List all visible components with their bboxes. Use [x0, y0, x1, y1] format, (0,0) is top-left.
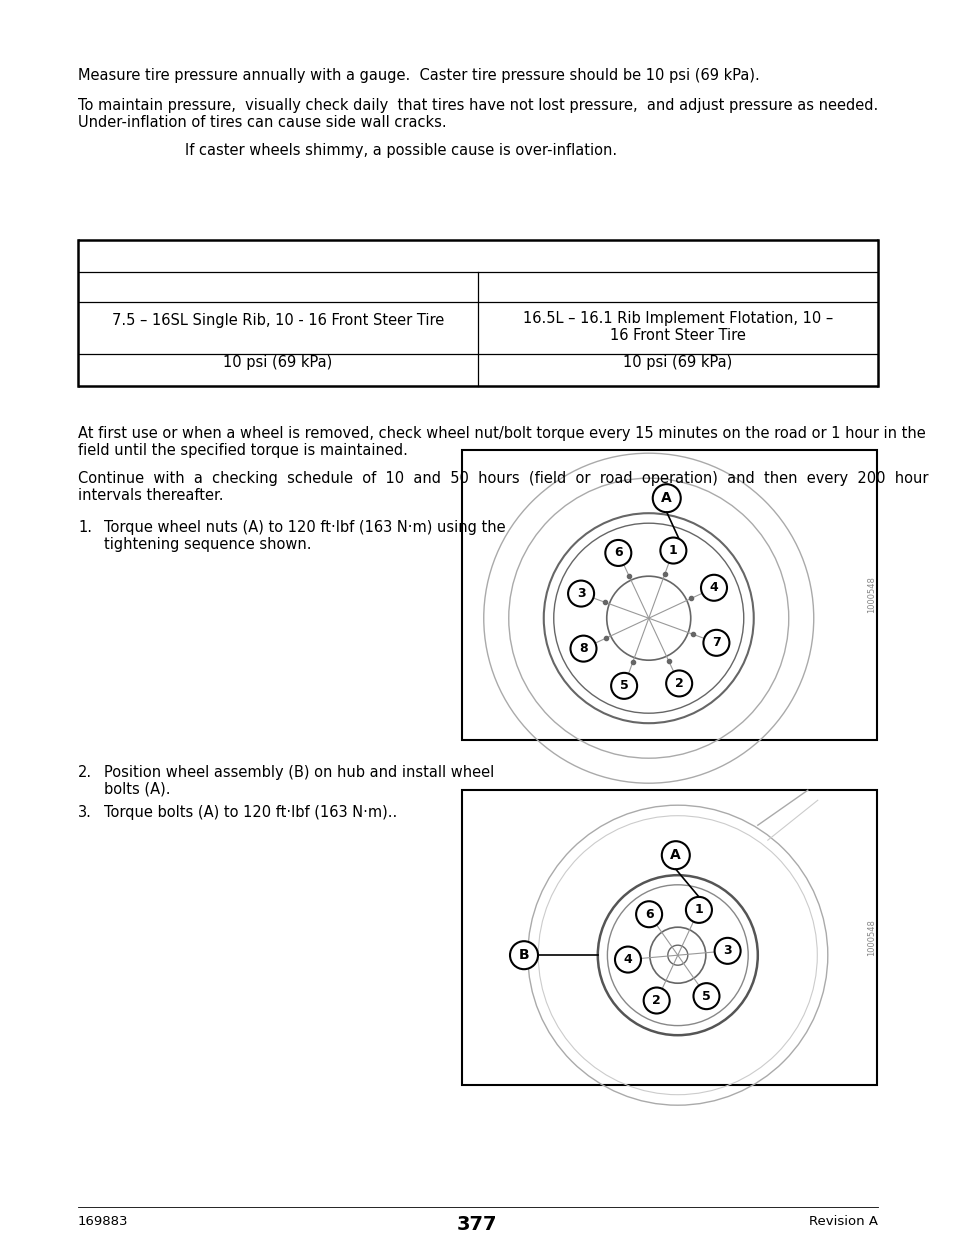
Circle shape — [643, 988, 669, 1014]
Text: 2: 2 — [674, 677, 683, 690]
Text: If caster wheels shimmy, a possible cause is over-inflation.: If caster wheels shimmy, a possible caus… — [185, 143, 617, 158]
Circle shape — [510, 941, 537, 969]
Circle shape — [567, 580, 594, 606]
Text: 3: 3 — [722, 945, 731, 957]
Text: 7: 7 — [711, 636, 720, 650]
Circle shape — [702, 630, 729, 656]
Circle shape — [661, 841, 689, 869]
Text: At first use or when a wheel is removed, check wheel nut/bolt torque every 15 mi: At first use or when a wheel is removed,… — [78, 426, 924, 441]
Text: 5: 5 — [701, 989, 710, 1003]
Text: 1000548: 1000548 — [866, 919, 876, 956]
Text: 6: 6 — [614, 546, 622, 559]
Circle shape — [714, 937, 740, 963]
Text: To maintain pressure,  visually check daily  that tires have not lost pressure, : To maintain pressure, visually check dai… — [78, 98, 878, 112]
Text: 16 Front Steer Tire: 16 Front Steer Tire — [609, 329, 745, 343]
Text: Continue  with  a  checking  schedule  of  10  and  50  hours  (field  or  road : Continue with a checking schedule of 10 … — [78, 471, 927, 487]
Text: Position wheel assembly (B) on hub and install wheel: Position wheel assembly (B) on hub and i… — [104, 764, 494, 781]
Text: Revision A: Revision A — [808, 1215, 877, 1228]
Text: 2: 2 — [652, 994, 660, 1007]
Circle shape — [659, 537, 685, 563]
Text: 8: 8 — [578, 642, 587, 655]
Circle shape — [611, 673, 637, 699]
Text: intervals thereafter.: intervals thereafter. — [78, 488, 223, 503]
Text: field until the specified torque is maintained.: field until the specified torque is main… — [78, 443, 408, 458]
Text: 3.: 3. — [78, 805, 91, 820]
Circle shape — [605, 540, 631, 566]
Text: 6: 6 — [644, 908, 653, 921]
Text: 377: 377 — [456, 1215, 497, 1234]
Text: A: A — [660, 492, 672, 505]
Text: 169883: 169883 — [78, 1215, 129, 1228]
Circle shape — [570, 636, 596, 662]
Text: 4: 4 — [709, 582, 718, 594]
Text: 7.5 – 16SL Single Rib, 10 - 16 Front Steer Tire: 7.5 – 16SL Single Rib, 10 - 16 Front Ste… — [112, 314, 444, 329]
Text: Torque wheel nuts (A) to 120 ft·lbf (163 N·m) using the: Torque wheel nuts (A) to 120 ft·lbf (163… — [104, 520, 505, 535]
Text: 4: 4 — [623, 953, 632, 966]
Text: bolts (A).: bolts (A). — [104, 782, 171, 797]
Text: 16.5L – 16.1 Rib Implement Flotation, 10 –: 16.5L – 16.1 Rib Implement Flotation, 10… — [522, 311, 832, 326]
Circle shape — [693, 983, 719, 1009]
Text: Under-inflation of tires can cause side wall cracks.: Under-inflation of tires can cause side … — [78, 115, 446, 130]
Bar — [461, 450, 876, 740]
Text: 3: 3 — [577, 587, 585, 600]
Text: A: A — [670, 848, 680, 862]
Text: 1: 1 — [668, 545, 677, 557]
Text: 1.: 1. — [78, 520, 91, 535]
Text: Measure tire pressure annually with a gauge.  Caster tire pressure should be 10 : Measure tire pressure annually with a ga… — [78, 68, 759, 83]
Circle shape — [636, 902, 661, 927]
Circle shape — [665, 671, 692, 697]
Text: B: B — [518, 948, 529, 962]
Text: 10 psi (69 kPa): 10 psi (69 kPa) — [223, 356, 333, 370]
Text: Torque bolts (A) to 120 ft·lbf (163 N·m)..: Torque bolts (A) to 120 ft·lbf (163 N·m)… — [104, 805, 396, 820]
Circle shape — [615, 946, 640, 972]
Text: 10 psi (69 kPa): 10 psi (69 kPa) — [622, 356, 732, 370]
Text: 1: 1 — [694, 903, 702, 916]
Bar — [461, 790, 876, 1086]
Circle shape — [652, 484, 680, 513]
Circle shape — [700, 574, 726, 600]
Text: 5: 5 — [619, 679, 628, 693]
Text: 2.: 2. — [78, 764, 92, 781]
Text: tightening sequence shown.: tightening sequence shown. — [104, 537, 312, 552]
Text: 1000548: 1000548 — [866, 577, 876, 614]
Circle shape — [685, 897, 711, 923]
